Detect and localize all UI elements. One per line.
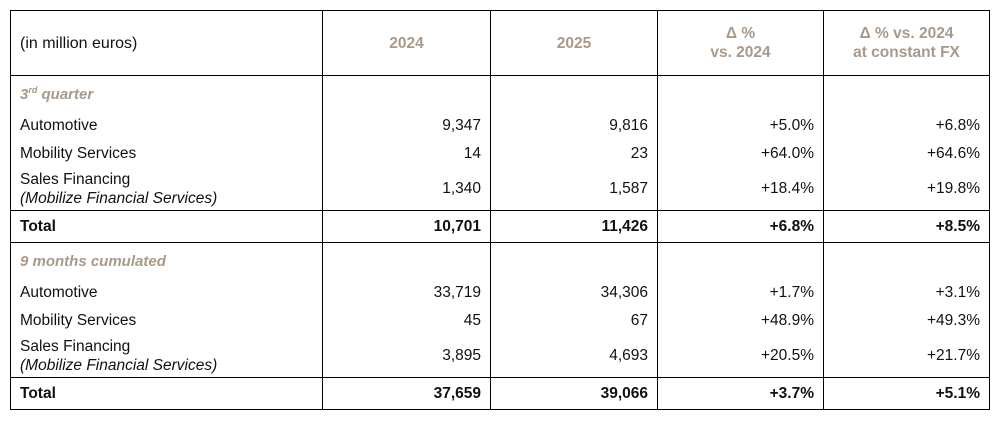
table-row: Automotive 9,347 9,816 +5.0% +6.8%: [10, 112, 990, 140]
section-title-q3: 3rd quarter: [10, 75, 323, 112]
table-row: Sales Financing (Mobilize Financial Serv…: [10, 335, 990, 378]
cell-2024: 3,895: [322, 335, 491, 378]
cell-2025: 34,306: [490, 279, 658, 307]
cell-2025: 1,587: [490, 168, 658, 211]
cell-delta-fx: +21.7%: [823, 335, 990, 378]
cell-delta-fx: +3.1%: [823, 279, 990, 307]
total-row-q3: Total 10,701 11,426 +6.8% +8.5%: [10, 210, 990, 243]
cell-2025: 23: [490, 140, 658, 168]
table-row: Automotive 33,719 34,306 +1.7% +3.1%: [10, 279, 990, 307]
cell-delta: +48.9%: [657, 307, 824, 335]
col-header-delta: Δ % vs. 2024: [657, 10, 824, 76]
section-title-9m: 9 months cumulated: [10, 242, 323, 279]
row-label: Automotive: [10, 112, 323, 140]
row-label: Mobility Services: [10, 140, 323, 168]
row-label: Mobility Services: [10, 307, 323, 335]
cell-2024: 33,719: [322, 279, 491, 307]
cell-delta-fx: +64.6%: [823, 140, 990, 168]
cell-delta: +18.4%: [657, 168, 824, 211]
cell-2025: 4,693: [490, 335, 658, 378]
col-header-2025: 2025: [490, 10, 658, 76]
total-delta: +3.7%: [657, 377, 824, 410]
cell-delta-fx: +6.8%: [823, 112, 990, 140]
total-delta: +6.8%: [657, 210, 824, 243]
row-sublabel: (Mobilize Financial Services): [20, 190, 218, 207]
table-row: Mobility Services 14 23 +64.0% +64.6%: [10, 140, 990, 168]
section-9m: 9 months cumulated: [10, 242, 990, 279]
total-label: Total: [10, 210, 323, 243]
unit-label: (in million euros): [10, 10, 323, 76]
total-2024: 10,701: [322, 210, 491, 243]
total-2024: 37,659: [322, 377, 491, 410]
cell-2024: 45: [322, 307, 491, 335]
cell-2024: 1,340: [322, 168, 491, 211]
total-delta-fx: +8.5%: [823, 210, 990, 243]
cell-2024: 9,347: [322, 112, 491, 140]
cell-delta-fx: +49.3%: [823, 307, 990, 335]
cell-delta: +1.7%: [657, 279, 824, 307]
cell-2024: 14: [322, 140, 491, 168]
table-row: Mobility Services 45 67 +48.9% +49.3%: [10, 307, 990, 335]
row-label: Automotive: [10, 279, 323, 307]
table-row: Sales Financing (Mobilize Financial Serv…: [10, 168, 990, 211]
total-2025: 39,066: [490, 377, 658, 410]
total-row-9m: Total 37,659 39,066 +3.7% +5.1%: [10, 377, 990, 410]
cell-delta: +20.5%: [657, 335, 824, 378]
col-header-delta-fx: Δ % vs. 2024 at constant FX: [823, 10, 990, 76]
cell-2025: 67: [490, 307, 658, 335]
row-label: Sales Financing (Mobilize Financial Serv…: [10, 335, 323, 378]
row-label: Sales Financing (Mobilize Financial Serv…: [10, 168, 323, 211]
revenue-table: (in million euros) 2024 2025 Δ % vs. 202…: [10, 10, 990, 410]
row-sublabel: (Mobilize Financial Services): [20, 357, 218, 374]
cell-2025: 9,816: [490, 112, 658, 140]
total-delta-fx: +5.1%: [823, 377, 990, 410]
cell-delta: +5.0%: [657, 112, 824, 140]
total-label: Total: [10, 377, 323, 410]
cell-delta: +64.0%: [657, 140, 824, 168]
table-header-row: (in million euros) 2024 2025 Δ % vs. 202…: [10, 10, 990, 76]
section-q3: 3rd quarter: [10, 75, 990, 112]
cell-delta-fx: +19.8%: [823, 168, 990, 211]
col-header-2024: 2024: [322, 10, 491, 76]
total-2025: 11,426: [490, 210, 658, 243]
